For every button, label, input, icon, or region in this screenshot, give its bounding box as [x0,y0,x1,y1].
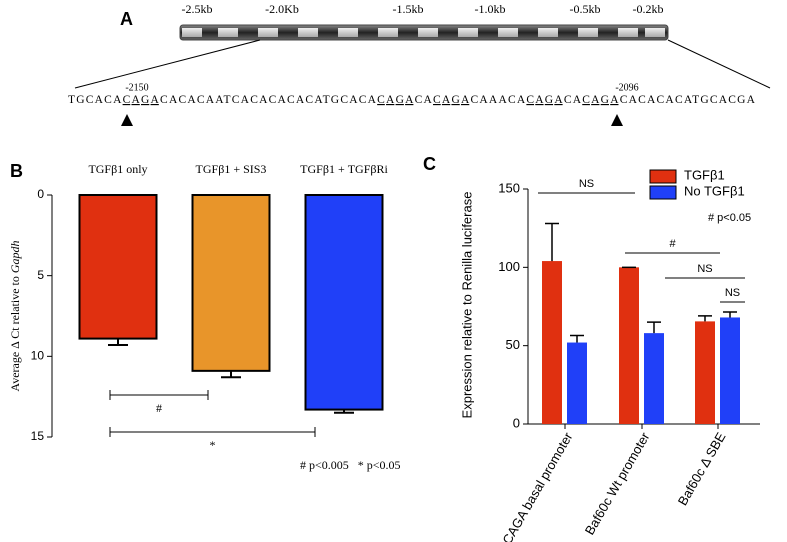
y-tick-label: 50 [506,337,520,352]
gene-segment [645,28,665,37]
y-axis-label-part: Gapdh [8,240,22,273]
sequence-part: CAGA [526,94,563,106]
sig-bracket [109,390,209,400]
gene-segment [298,28,318,37]
bar [542,261,562,424]
x-tick-label: TGFβ1 + TGFβRi [300,162,388,176]
legend-label: No TGFβ1 [684,183,745,198]
y-tick-label: 10 [31,349,45,363]
legend-swatch [649,185,677,200]
bar [695,321,715,424]
y-tick-label: 0 [513,415,520,430]
sig-label: NS [697,263,712,275]
gene-segment [218,28,238,37]
sequence-part: CACACAATCACACACACATGCACA [160,94,377,106]
scale-label: -0.2kb [633,2,664,16]
error-bar [647,321,661,334]
y-axis-label: Expression relative to Renilla luciferas… [459,192,474,419]
legend-swatch [649,169,677,184]
gene-segment [458,28,478,37]
error-bar [221,370,241,379]
scale-label: -2.0Kb [265,2,299,16]
zoom-line [667,39,771,89]
scale-label: -0.5kb [570,2,601,16]
error-bar [108,338,128,347]
bar [567,342,587,424]
gene-segment [418,28,438,37]
bar [304,194,384,411]
sig-label: # [156,401,162,415]
scale-label: -1.5kb [393,2,424,16]
sequence-part: CAGA [433,94,470,106]
error-bar [334,409,354,414]
error-bar [570,334,584,343]
gene-segment [338,28,358,37]
sig-label: * [210,438,216,452]
gene-segment [258,28,278,37]
y-tick-label: 0 [37,187,44,201]
sequence-part: CA [415,94,433,106]
sequence-part: CACACACATGCACGA [620,94,756,106]
gene-segment [578,28,598,37]
error-bar [698,315,712,322]
legend-label: TGFβ1 [684,167,725,182]
site-label: -2096 [615,82,638,93]
x-tick-label: TGFβ1 only [88,162,147,176]
panel-label: C [423,154,436,174]
sig-label: NS [579,178,594,190]
sig-label: # [669,238,676,250]
gene-segment [618,28,638,37]
site-marker [611,114,623,126]
sequence-part: TGCACA [68,94,122,106]
gene-segment [538,28,558,37]
sequence-part: CAGA [582,94,619,106]
bar [191,194,271,372]
y-axis-label: Average Δ Ct relative to Gapdh [8,240,22,391]
y-tick-label: 5 [37,268,44,282]
y-axis-label-part: Average Δ Ct relative to [8,273,22,391]
gene-segment [498,28,518,37]
bar [619,267,639,424]
footnote: # p<0.05 [708,212,751,224]
x-tick-label: Baf60c Δ SBE [675,429,729,508]
panel-label: A [120,9,133,29]
zoom-line [74,39,261,89]
sig-bracket [109,427,316,437]
sequence-part: CAAACA [471,94,526,106]
error-bar [545,222,559,262]
footnote: # p<0.005 * p<0.05 [300,458,401,472]
site-label: -2150 [125,82,148,93]
sequence-part: CAGA [123,94,160,106]
y-tick-label: 150 [498,180,520,195]
bar [644,333,664,424]
bar [78,194,158,340]
y-tick-label: 100 [498,259,520,274]
error-bar [723,311,737,318]
bar [720,317,740,424]
sequence-part: CAGA [377,94,414,106]
panel-label: B [10,161,23,181]
x-tick-label: CAGA basal promoter [499,429,576,542]
gene-segment [182,28,202,37]
gene-segment [378,28,398,37]
sig-label: NS [725,287,740,299]
y-tick-label: 15 [31,429,45,443]
x-tick-label: Baf60c Wt promoter [582,429,653,537]
scale-label: -2.5kb [182,2,213,16]
x-tick-label: TGFβ1 + SIS3 [196,162,267,176]
sequence: TGCACACAGACACACAATCACACACACATGCACACAGACA… [68,94,756,106]
scale-label: -1.0kb [475,2,506,16]
site-marker [121,114,133,126]
sequence-part: CA [564,94,582,106]
